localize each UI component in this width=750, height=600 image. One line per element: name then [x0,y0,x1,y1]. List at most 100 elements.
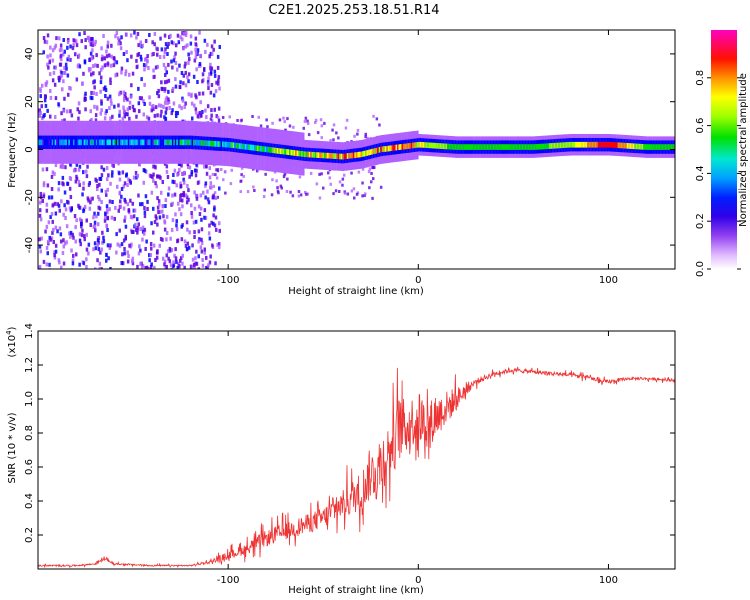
heatmap-cell [419,141,422,148]
heatmap-cell [212,184,216,188]
heatmap-cell [111,200,114,204]
heatmap-cell [48,262,51,267]
heatmap-cell [247,144,250,150]
heatmap-cell [165,264,168,269]
heatmap-cell [214,261,217,266]
heatmap-cell [184,33,188,37]
heatmap-cell [126,202,130,207]
heatmap-cell [112,56,116,61]
heatmap-cell [208,223,211,228]
heatmap-cell [670,144,673,150]
heatmap-cell [229,142,232,148]
heatmap-cell [82,207,86,212]
heatmap-cell [578,141,580,148]
heatmap-cell [343,191,347,195]
heatmap-cell [161,209,164,214]
heatmap-cell [588,141,591,148]
heatmap-cell [573,141,576,148]
heatmap-cell [141,263,145,268]
heatmap-cell [117,41,120,46]
heatmap-cell [276,189,280,193]
heatmap-cell [67,92,70,97]
heatmap-cell [593,141,595,148]
heatmap-cell [371,148,373,155]
heatmap-cell [66,45,69,50]
heatmap-cell [387,145,390,152]
heatmap-cell [336,153,338,160]
heatmap-cell [224,191,227,195]
heatmap-cell [96,187,99,192]
heatmap-cell [104,88,108,93]
heatmap-cell [110,215,114,220]
heatmap-cell [594,141,597,148]
heatmap-cell [164,139,167,146]
heatmap-cell [203,208,207,213]
heatmap-cell [567,142,570,148]
heatmap-cell [187,245,191,250]
heatmap-cell [131,201,134,206]
heatmap-cell [69,57,72,62]
heatmap-cell [194,55,198,60]
heatmap-cell [197,139,200,146]
heatmap-cell [182,193,186,198]
heatmap-cell [372,148,375,155]
heatmap-cell [62,182,65,187]
heatmap-cell [211,172,215,176]
heatmap-cell [131,104,135,109]
heatmap-cell [198,30,201,35]
heatmap-cell [216,115,220,119]
heatmap-cell [182,31,186,36]
heatmap-cell [207,263,210,268]
heatmap-cell [655,144,658,150]
heatmap-cell [121,116,125,121]
heatmap-cell [63,118,66,123]
heatmap-cell [105,258,108,263]
heatmap-cell [95,106,99,111]
heatmap-cell [375,117,379,121]
heatmap-cell [346,153,349,159]
heatmap-cell [77,203,80,208]
heatmap-cell [194,51,198,56]
heatmap-cell [537,144,539,150]
heatmap-cell [194,47,197,52]
heatmap-cell [93,220,97,225]
heatmap-cell [571,141,574,148]
heatmap-cell [564,142,567,148]
heatmap-cell [54,115,57,119]
heatmap-cell [73,38,76,43]
heatmap-cell [186,162,190,167]
heatmap-cell [183,239,187,244]
heatmap-cell [290,149,293,156]
heatmap-cell [71,139,74,146]
heatmap-cell [143,139,145,146]
heatmap-cell [184,61,187,66]
heatmap-cell [46,108,49,113]
heatmap-cell [415,142,418,148]
heatmap-cell [156,139,159,146]
heatmap-cell [91,37,94,41]
heatmap-cell [54,96,58,101]
heatmap-cell [62,79,65,84]
heatmap-cell [120,242,124,247]
heatmap-cell [370,172,373,175]
heatmap-cell [60,111,63,116]
heatmap-cell [139,248,142,253]
heatmap-cell [143,206,146,210]
heatmap-cell [46,54,49,59]
heatmap-cell [180,106,183,111]
heatmap-cell [83,204,87,209]
heatmap-cell [150,52,154,57]
heatmap-cell [111,114,114,119]
heatmap-cell [51,139,54,146]
heatmap-cell [617,142,620,149]
heatmap-cell [97,195,100,199]
heatmap-cell [53,171,56,176]
heatmap-cell [331,128,334,132]
heatmap-cell [57,75,60,80]
heatmap-cell [118,171,121,176]
heatmap-cell [266,146,268,153]
heatmap-cell [106,40,110,45]
heatmap-cell [156,113,159,118]
heatmap-cell [303,119,307,123]
heatmap-cell [190,172,193,177]
